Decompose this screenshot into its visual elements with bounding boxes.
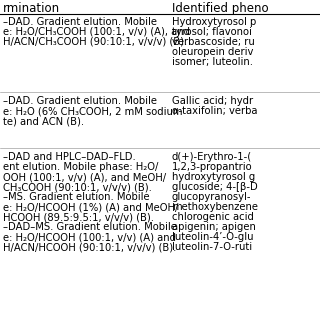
Text: luteolin-4’-O-glu: luteolin-4’-O-glu	[172, 232, 253, 242]
Text: H/ACN/CH₃COOH (90:10:1, v/v/v) (B).: H/ACN/CH₃COOH (90:10:1, v/v/v) (B).	[3, 37, 187, 47]
Text: glucoside; 4-[β-D: glucoside; 4-[β-D	[172, 182, 258, 192]
Text: methoxybenzene: methoxybenzene	[172, 202, 258, 212]
Text: verbascoside; ru: verbascoside; ru	[172, 37, 255, 47]
Text: e: H₂O/HCOOH (100:1, v/v) (A) and: e: H₂O/HCOOH (100:1, v/v) (A) and	[3, 232, 176, 242]
Text: –DAD–MS. Gradient elution. Mobile: –DAD–MS. Gradient elution. Mobile	[3, 222, 177, 232]
Text: Hydroxytyrosol p: Hydroxytyrosol p	[172, 17, 256, 27]
Text: α-taxifolin; verba: α-taxifolin; verba	[172, 106, 258, 116]
Text: Identified pheno: Identified pheno	[172, 2, 268, 15]
Text: glucopyranosyl-: glucopyranosyl-	[172, 192, 252, 202]
Text: tyrosol; flavonoi: tyrosol; flavonoi	[172, 27, 252, 37]
Text: Gallic acid; hydr: Gallic acid; hydr	[172, 96, 253, 106]
Text: e: H₂O/HCOOH (1%) (A) and MeOH/: e: H₂O/HCOOH (1%) (A) and MeOH/	[3, 202, 178, 212]
Text: te) and ACN (B).: te) and ACN (B).	[3, 116, 84, 126]
Text: d(+)-Erythro-1-(: d(+)-Erythro-1-(	[172, 152, 252, 162]
Text: hydroxytyrosol g: hydroxytyrosol g	[172, 172, 255, 182]
Text: rmination: rmination	[3, 2, 60, 15]
Text: ent elution. Mobile phase: H₂O/: ent elution. Mobile phase: H₂O/	[3, 162, 158, 172]
Text: H/ACN/HCOOH (90:10:1, v/v/v) (B).: H/ACN/HCOOH (90:10:1, v/v/v) (B).	[3, 242, 176, 252]
Text: HCOOH (89.5:9.5:1, v/v/v) (B).: HCOOH (89.5:9.5:1, v/v/v) (B).	[3, 212, 154, 222]
Text: –MS. Gradient elution. Mobile: –MS. Gradient elution. Mobile	[3, 192, 150, 202]
Text: apigenin; apigen: apigenin; apigen	[172, 222, 256, 232]
Text: –DAD. Gradient elution. Mobile: –DAD. Gradient elution. Mobile	[3, 17, 157, 27]
Text: oleuropein deriv: oleuropein deriv	[172, 47, 253, 57]
Text: e: H₂O/CH₃COOH (100:1, v/v) (A), and: e: H₂O/CH₃COOH (100:1, v/v) (A), and	[3, 27, 190, 37]
Text: –DAD and HPLC–DAD–FLD.: –DAD and HPLC–DAD–FLD.	[3, 152, 136, 162]
Text: 1,2,3-propantrio: 1,2,3-propantrio	[172, 162, 252, 172]
Text: e: H₂O (6% CH₃COOH, 2 mM sodium: e: H₂O (6% CH₃COOH, 2 mM sodium	[3, 106, 182, 116]
Text: CH₃COOH (90:10:1, v/v/v) (B).: CH₃COOH (90:10:1, v/v/v) (B).	[3, 182, 152, 192]
Text: luteolin-7-O-ruti: luteolin-7-O-ruti	[172, 242, 252, 252]
Text: isomer; luteolin.: isomer; luteolin.	[172, 57, 253, 67]
Text: OOH (100:1, v/v) (A), and MeOH/: OOH (100:1, v/v) (A), and MeOH/	[3, 172, 166, 182]
Text: –DAD. Gradient elution. Mobile: –DAD. Gradient elution. Mobile	[3, 96, 157, 106]
Text: chlorogenic acid: chlorogenic acid	[172, 212, 254, 222]
